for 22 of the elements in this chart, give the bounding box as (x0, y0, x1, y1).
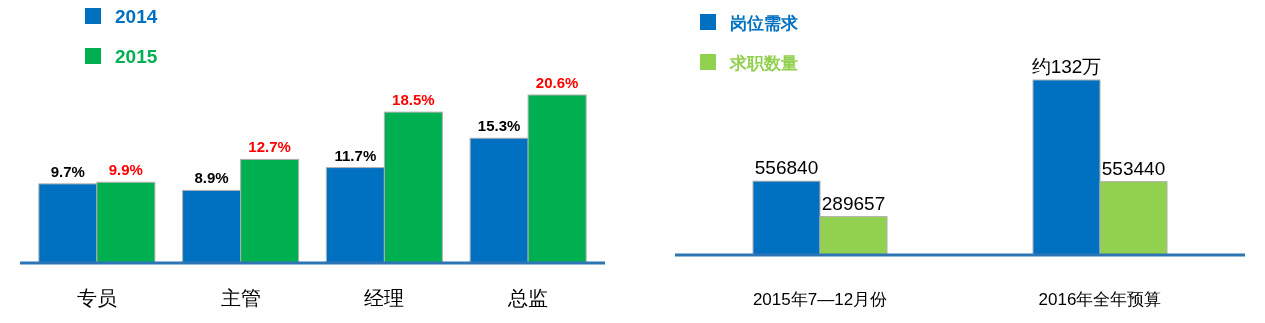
data-label: 553440 (1101, 157, 1166, 179)
legend-label: 2014 (115, 6, 158, 27)
data-label: 15.3% (477, 117, 521, 135)
x-tick-label: 2016年全年预算 (1038, 290, 1162, 309)
legend-label: 求职数量 (729, 54, 798, 73)
legend-label: 2015 (115, 46, 158, 67)
data-label: 9.7% (50, 162, 85, 180)
data-label: 20.6% (535, 74, 579, 91)
data-label: 18.5% (392, 91, 435, 109)
data-label: 8.9% (194, 169, 229, 187)
legend-label: 岗位需求 (730, 14, 799, 33)
x-tick-label: 经理 (364, 287, 405, 309)
data-label: 11.7% (334, 146, 377, 164)
x-tick-label: 总监 (507, 287, 549, 309)
x-tick-label: 专员 (76, 287, 117, 309)
x-tick-label: 2015年7—12月份 (752, 290, 888, 309)
data-label: 9.9% (108, 161, 143, 179)
data-label: 约132万 (1031, 56, 1102, 77)
data-label: 556840 (754, 157, 819, 179)
x-tick-label: 主管 (220, 287, 261, 309)
data-label: 289657 (821, 192, 886, 214)
data-label: 12.7% (248, 138, 291, 156)
